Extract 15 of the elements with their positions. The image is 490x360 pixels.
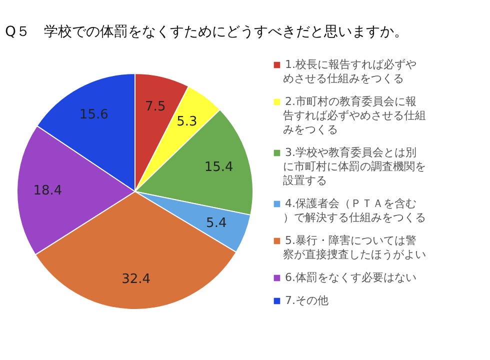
data-label: 7.5 (145, 100, 166, 115)
legend-label: 3.学校や教育委員会とは別に市町村に体罰の調査機関を設置する (283, 146, 426, 187)
legend-label: 5.暴行・障害については警察が直接捜査したほうがよい (283, 234, 426, 261)
legend-label: 6.体罰をなくす必要はない (285, 271, 416, 284)
data-label: 32.4 (122, 272, 151, 287)
data-label: 5.4 (206, 216, 227, 232)
legend-label: 2.市町村の教育委員会に報告すれば必ずやめさせる仕組みをつくる (283, 95, 426, 136)
data-label: 15.6 (79, 107, 108, 122)
legend-label: 4.保護者会（ＰＴＡを含む）で解決する仕組みをつくる (283, 197, 426, 224)
chart-title: Q５ 学校での体罰をなくすためにどうすべきだと思いますか。 (5, 24, 408, 40)
data-label: 5.3 (176, 114, 198, 130)
legend-label: 7.その他 (285, 294, 328, 307)
data-label: 18.4 (33, 183, 62, 198)
data-label: 15.4 (204, 160, 234, 176)
legend-label: 1.校長に報告すれば必ずやめさせる仕組みをつくる (283, 58, 416, 85)
